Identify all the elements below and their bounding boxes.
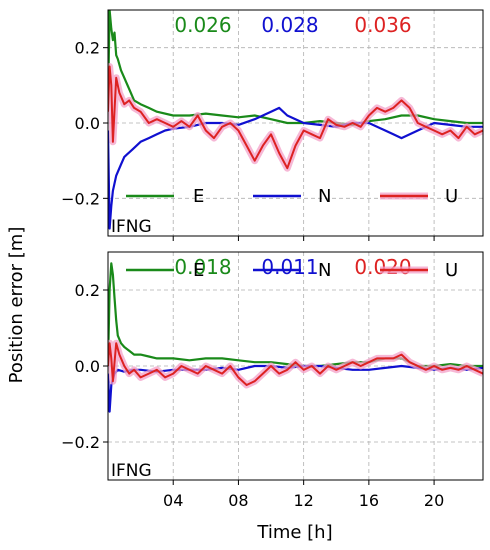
series-U-line: [108, 65, 483, 170]
y-tick-label: −0.2: [61, 433, 100, 452]
chart-panel-2: −0.20.00.204081216200.0180.0110.020ENUIF…: [61, 251, 484, 510]
y-axis-title: Position error [m]: [6, 227, 27, 384]
panel-label: IFNG: [111, 217, 152, 237]
y-tick-label: −0.2: [61, 189, 100, 208]
x-tick-label: 04: [163, 491, 183, 510]
series-E-line: [108, 10, 483, 127]
x-axis-title: Time [h]: [256, 522, 332, 543]
plot-area: [108, 10, 483, 230]
x-tick-label: 12: [293, 491, 313, 510]
y-tick-label: 0.0: [75, 357, 100, 376]
rms-value-N: 0.028: [261, 13, 318, 37]
x-tick-label: 20: [424, 491, 444, 510]
panel-label: IFNG: [111, 461, 152, 481]
y-tick-label: 0.2: [75, 281, 100, 300]
rms-value-N: 0.011: [261, 255, 318, 279]
legend-label-U: U: [445, 260, 458, 281]
y-tick-label: 0.0: [75, 114, 100, 133]
rms-value-E: 0.018: [174, 255, 231, 279]
legend-label-E: E: [193, 186, 204, 207]
chart-panel-1: −0.2 0.0 0.2 0.026 0.028 0.036 E N U IFNG: [61, 9, 484, 241]
legend-label-E: E: [193, 260, 204, 281]
series-N-line: [108, 106, 483, 230]
x-tick-label: 08: [228, 491, 248, 510]
series-N-line: [108, 364, 483, 413]
legend-label-N: N: [318, 260, 331, 281]
x-tick-label: 16: [359, 491, 379, 510]
series-U-line: [108, 342, 483, 386]
rms-value-U: 0.036: [354, 13, 411, 37]
legend-label-U: U: [445, 186, 458, 207]
legend-label-N: N: [318, 186, 331, 207]
series-U-band: [108, 339, 483, 389]
plot-area: [108, 262, 483, 413]
rms-value-E: 0.026: [174, 13, 231, 37]
y-tick-label: 0.2: [75, 39, 100, 58]
